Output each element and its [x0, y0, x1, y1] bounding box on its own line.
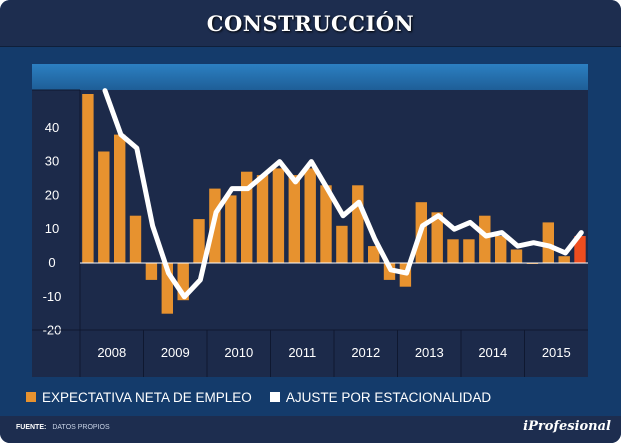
x-tick-label: 2013: [415, 345, 444, 360]
chart-footer: FUENTE: DATOS PROPIOS iProfesional: [0, 416, 621, 443]
x-tick-label: 2012: [351, 345, 380, 360]
chart-header: CONSTRUCCIÓN: [0, 0, 621, 47]
x-tick-label: 2010: [224, 345, 253, 360]
legend-item-ajuste: AJUSTE POR ESTACIONALIDAD: [269, 389, 492, 405]
x-axis: 2008 2009 2010 2011 2012 2013 2014 2015: [32, 329, 588, 377]
bar: [98, 151, 110, 263]
y-tick-label: 40: [45, 120, 59, 135]
bar: [145, 263, 158, 280]
bar: [320, 185, 332, 263]
bar: [558, 256, 570, 263]
chart-title: CONSTRUCCIÓN: [206, 10, 415, 36]
bar: [177, 263, 189, 301]
bar: [241, 171, 253, 263]
x-tick-label: 2014: [478, 345, 507, 360]
bar: [161, 263, 173, 314]
y-tick-label: 0: [48, 255, 55, 270]
legend-label-expectativa: EXPECTATIVA NETA DE EMPLEO: [42, 389, 252, 405]
bar: [510, 249, 523, 263]
bar: [256, 175, 269, 263]
chart-top-band: [32, 64, 588, 90]
x-tick-label: 2008: [97, 345, 126, 360]
chart-legend: EXPECTATIVA NETA DE EMPLEO AJUSTE POR ES…: [26, 388, 509, 406]
bar: [368, 246, 380, 263]
bar: [225, 195, 237, 263]
x-tick-label: 2009: [161, 345, 190, 360]
bar: [272, 168, 285, 263]
bar: [304, 168, 316, 263]
x-tick-label: 2011: [288, 345, 316, 360]
bar: [574, 236, 586, 263]
bar: [431, 212, 443, 263]
legend-swatch-bar: [26, 392, 36, 402]
bar: [129, 215, 142, 263]
source-note: FUENTE: DATOS PROPIOS: [16, 424, 110, 431]
source-label: FUENTE:: [16, 424, 47, 431]
series-line-ajuste: [102, 88, 584, 300]
bar: [288, 175, 300, 263]
bar: [479, 215, 491, 263]
y-tick-label: 10: [45, 221, 59, 236]
source-value: DATOS PROPIOS: [52, 424, 110, 431]
bar: [542, 222, 554, 263]
bar: [463, 239, 475, 263]
bar: [114, 134, 126, 263]
y-tick-label: 30: [45, 154, 59, 169]
legend-swatch-line: [269, 392, 280, 402]
line-layer: [102, 88, 584, 300]
y-tick-label: 20: [45, 187, 59, 202]
legend-label-ajuste: AJUSTE POR ESTACIONALIDAD: [285, 389, 492, 405]
x-tick-label: 2015: [542, 345, 571, 360]
bar: [336, 225, 348, 263]
bar: [495, 236, 507, 263]
bar: [82, 94, 94, 263]
bar: [193, 219, 205, 263]
y-tick-label: -10: [43, 289, 62, 304]
legend-item-expectativa: EXPECTATIVA NETA DE EMPLEO: [26, 390, 252, 405]
bar: [447, 239, 459, 263]
bar: [352, 185, 364, 263]
brand-logo: iProfesional: [523, 419, 611, 434]
